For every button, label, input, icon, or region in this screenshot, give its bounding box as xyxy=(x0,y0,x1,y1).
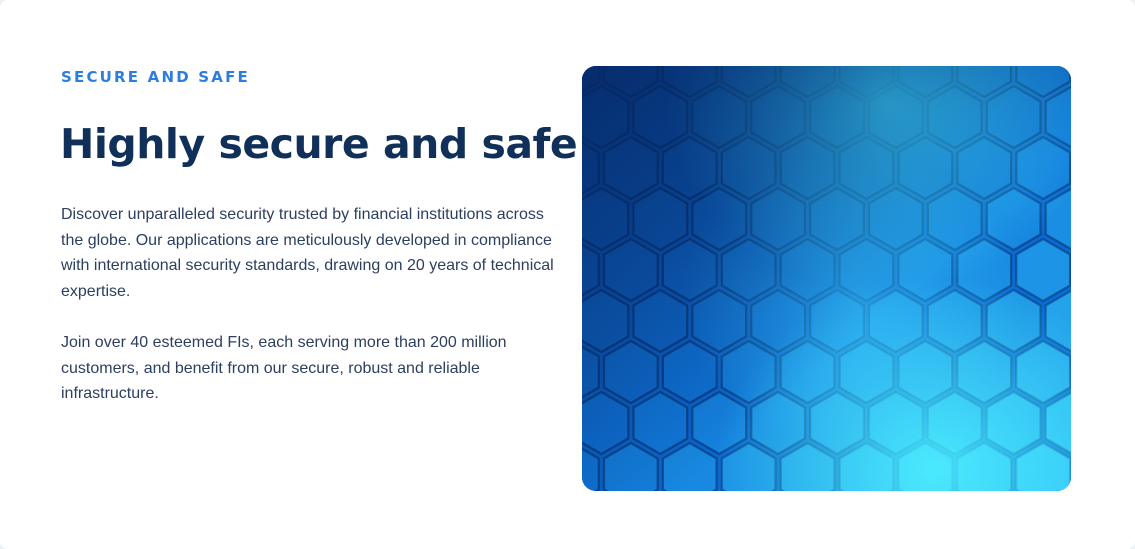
section-title: Highly secure and safe xyxy=(60,120,577,168)
intro-paragraph: Discover unparalleled security trusted b… xyxy=(61,202,561,304)
join-paragraph: Join over 40 esteemed FIs, each serving … xyxy=(61,330,561,407)
section-eyebrow: SECURE AND SAFE xyxy=(61,68,250,86)
hexagon-pattern-graphic xyxy=(582,66,1071,491)
hexagon-pattern-image xyxy=(582,66,1071,491)
